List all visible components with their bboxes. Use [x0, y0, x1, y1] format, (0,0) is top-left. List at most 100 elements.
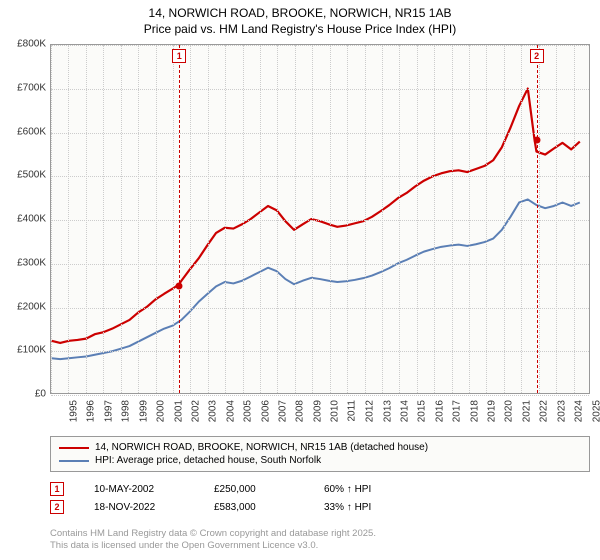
- plot-area: 12: [50, 44, 590, 394]
- x-axis-tick-label: 2007: [277, 400, 288, 422]
- x-axis-tick-label: 2008: [295, 400, 306, 422]
- gridline-vertical: [521, 45, 522, 393]
- gridline-horizontal: [51, 220, 589, 221]
- x-axis-tick-label: 2021: [521, 400, 532, 422]
- marker-vertical-line: [179, 45, 180, 393]
- line-series-svg: [51, 45, 589, 393]
- data-point-marker: [176, 282, 183, 289]
- gridline-vertical: [260, 45, 261, 393]
- marker-date: 18-NOV-2022: [94, 502, 184, 513]
- x-axis-tick-label: 2000: [155, 400, 166, 422]
- marker-table: 110-MAY-2002£250,00060% ↑ HPI218-NOV-202…: [50, 480, 371, 516]
- x-axis-tick-label: 1998: [121, 400, 132, 422]
- x-axis-tick-label: 2020: [504, 400, 515, 422]
- marker-price: £583,000: [214, 502, 294, 513]
- gridline-horizontal: [51, 89, 589, 90]
- y-axis-tick-label: £600K: [10, 126, 46, 137]
- marker-price: £250,000: [214, 484, 294, 495]
- x-axis-tick-label: 2014: [399, 400, 410, 422]
- x-axis-tick-label: 2010: [330, 400, 341, 422]
- y-axis-tick-label: £0: [10, 389, 46, 400]
- y-axis-tick-label: £300K: [10, 257, 46, 268]
- y-axis-tick-label: £700K: [10, 82, 46, 93]
- marker-date: 10-MAY-2002: [94, 484, 184, 495]
- x-axis-tick-label: 2005: [242, 400, 253, 422]
- marker-vertical-line: [537, 45, 538, 393]
- footnote-line-2: This data is licensed under the Open Gov…: [50, 540, 376, 552]
- gridline-horizontal: [51, 45, 589, 46]
- gridline-vertical: [365, 45, 366, 393]
- marker-table-row: 2 18-NOV-2022 £583,000 33% ↑ HPI: [50, 498, 371, 516]
- x-axis-tick-label: 2019: [486, 400, 497, 422]
- gridline-vertical: [277, 45, 278, 393]
- gridline-vertical: [312, 45, 313, 393]
- footnote-line-1: Contains HM Land Registry data © Crown c…: [50, 528, 376, 540]
- x-axis-tick-label: 2001: [173, 400, 184, 422]
- chart-container: { "title_line1": "14, NORWICH ROAD, BROO…: [0, 0, 600, 560]
- x-axis-tick-label: 2006: [260, 400, 271, 422]
- x-axis-tick-label: 2004: [225, 400, 236, 422]
- gridline-vertical: [452, 45, 453, 393]
- marker-table-box: 2: [50, 500, 64, 514]
- x-axis-tick-label: 1997: [103, 400, 114, 422]
- gridline-vertical: [295, 45, 296, 393]
- gridline-horizontal: [51, 351, 589, 352]
- y-axis-tick-label: £200K: [10, 301, 46, 312]
- gridline-vertical: [556, 45, 557, 393]
- chart-title: 14, NORWICH ROAD, BROOKE, NORWICH, NR15 …: [0, 0, 600, 37]
- x-axis-tick-label: 1996: [86, 400, 97, 422]
- x-axis-tick-label: 2003: [208, 400, 219, 422]
- gridline-vertical: [347, 45, 348, 393]
- series-line: [52, 89, 580, 343]
- x-axis-tick-label: 2018: [469, 400, 480, 422]
- y-axis-tick-label: £500K: [10, 170, 46, 181]
- gridline-vertical: [417, 45, 418, 393]
- legend: 14, NORWICH ROAD, BROOKE, NORWICH, NR15 …: [50, 436, 590, 472]
- gridline-vertical: [86, 45, 87, 393]
- series-line: [52, 199, 580, 359]
- legend-item: HPI: Average price, detached house, Sout…: [59, 454, 581, 467]
- legend-swatch: [59, 460, 89, 462]
- gridline-vertical: [51, 45, 52, 393]
- marker-table-box: 1: [50, 482, 64, 496]
- gridline-vertical: [539, 45, 540, 393]
- gridline-vertical: [330, 45, 331, 393]
- footnote: Contains HM Land Registry data © Crown c…: [50, 528, 376, 553]
- gridline-horizontal: [51, 133, 589, 134]
- x-axis-tick-label: 2013: [382, 400, 393, 422]
- legend-label: 14, NORWICH ROAD, BROOKE, NORWICH, NR15 …: [95, 442, 428, 453]
- gridline-vertical: [156, 45, 157, 393]
- x-axis-tick-label: 2023: [556, 400, 567, 422]
- gridline-vertical: [382, 45, 383, 393]
- gridline-vertical: [225, 45, 226, 393]
- title-line-1: 14, NORWICH ROAD, BROOKE, NORWICH, NR15 …: [0, 6, 600, 22]
- x-axis-tick-label: 2017: [451, 400, 462, 422]
- gridline-horizontal: [51, 395, 589, 396]
- title-line-2: Price paid vs. HM Land Registry's House …: [0, 22, 600, 38]
- x-axis-tick-label: 2025: [591, 400, 600, 422]
- legend-label: HPI: Average price, detached house, Sout…: [95, 455, 321, 466]
- x-axis-tick-label: 2015: [417, 400, 428, 422]
- marker-delta: 33% ↑ HPI: [324, 502, 371, 513]
- gridline-vertical: [103, 45, 104, 393]
- gridline-vertical: [190, 45, 191, 393]
- gridline-vertical: [243, 45, 244, 393]
- x-axis-tick-label: 2022: [539, 400, 550, 422]
- legend-item: 14, NORWICH ROAD, BROOKE, NORWICH, NR15 …: [59, 441, 581, 454]
- y-axis-tick-label: £800K: [10, 39, 46, 50]
- data-point-marker: [533, 136, 540, 143]
- x-axis-tick-label: 2011: [346, 400, 357, 422]
- marker-table-row: 110-MAY-2002£250,00060% ↑ HPI: [50, 480, 371, 498]
- x-axis-tick-label: 2016: [434, 400, 445, 422]
- marker-box: 2: [530, 49, 544, 63]
- gridline-vertical: [486, 45, 487, 393]
- gridline-vertical: [121, 45, 122, 393]
- y-axis-tick-label: £400K: [10, 214, 46, 225]
- gridline-vertical: [138, 45, 139, 393]
- gridline-vertical: [434, 45, 435, 393]
- legend-swatch: [59, 447, 89, 449]
- gridline-vertical: [68, 45, 69, 393]
- gridline-vertical: [469, 45, 470, 393]
- gridline-vertical: [574, 45, 575, 393]
- x-axis-tick-label: 1999: [138, 400, 149, 422]
